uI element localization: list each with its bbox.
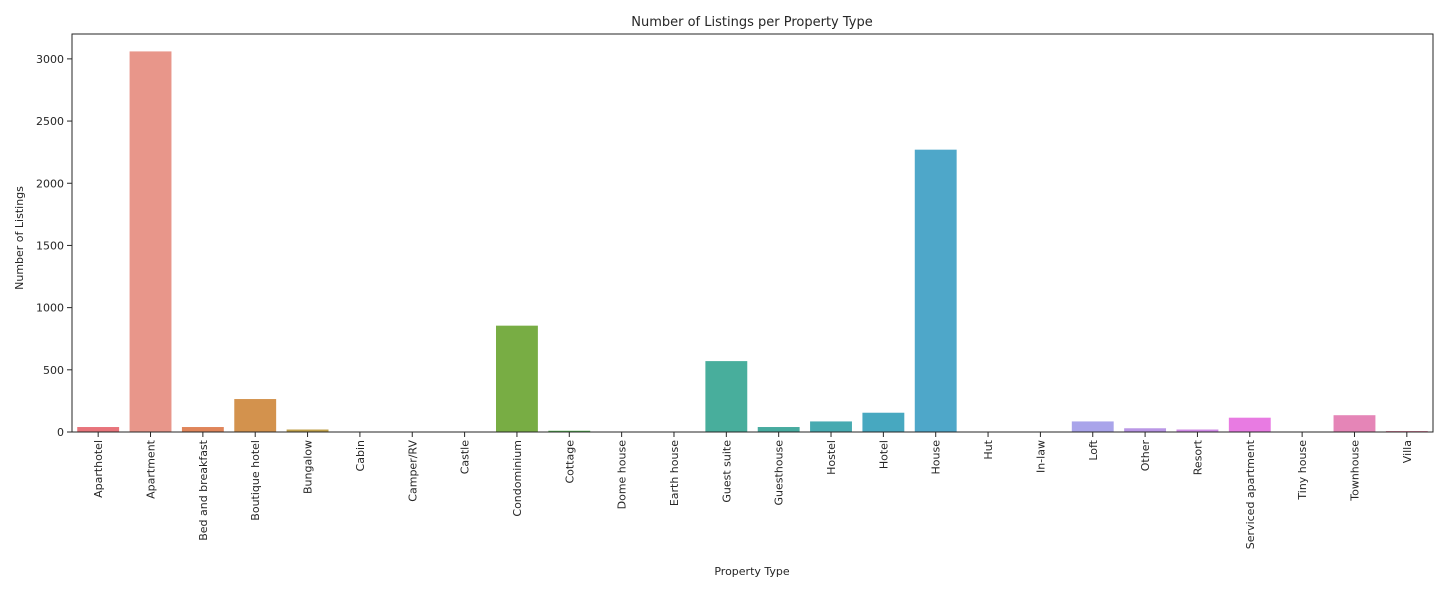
x-tick-label: Bungalow [302,440,315,494]
x-tick-label: Cabin [354,440,367,471]
x-tick-label: Aparthotel [92,440,105,498]
y-axis-title: Number of Listings [13,186,26,290]
x-tick-label: Other [1139,440,1152,472]
x-tick-label: Villa [1401,440,1414,463]
y-tick-label: 2500 [36,115,64,128]
x-tick-label: Condominium [511,440,524,517]
y-tick-label: 2000 [36,177,64,190]
bar-hotel [862,413,904,432]
y-tick-label: 1500 [36,239,64,252]
bars [77,51,1428,432]
x-tick-label: Cottage [563,440,576,484]
x-tick-label: Hostel [825,440,838,475]
bar-bed-and-breakfast [182,427,224,432]
y-tick-label: 0 [57,426,64,439]
x-tick-label: Dome house [616,440,629,510]
x-tick-label: Earth house [668,440,681,506]
y-axis: 0 500 1000 1500 2000 2500 3000 [36,53,72,439]
x-tick-label: Guest suite [720,440,733,503]
x-tick-label: House [930,440,943,475]
plot-frame [72,34,1433,432]
bar-apartment [130,51,172,432]
bar-serviced-apartment [1229,418,1271,432]
x-tick-label: Resort [1191,439,1204,475]
y-tick-label: 500 [43,364,64,377]
x-axis-title: Property Type [714,565,790,578]
x-tick-label: In-law [1034,440,1047,473]
x-tick-label: Apartment [145,439,158,499]
x-tick-label: Bed and breakfast [197,439,210,540]
x-tick-label: Castle [459,440,472,475]
bar-townhouse [1334,415,1376,432]
x-tick-label: Guesthouse [773,440,786,506]
bar-guesthouse [758,427,800,432]
x-tick-label: Boutique hotel [249,440,262,521]
bar-loft [1072,421,1114,432]
y-tick-label: 1000 [36,302,64,315]
chart-title: Number of Listings per Property Type [631,15,872,30]
bar-other [1124,428,1166,432]
bar-hostel [810,421,852,432]
bar-house [915,150,957,432]
x-tick-label: Hut [982,439,995,459]
bar-aparthotel [77,427,119,432]
x-tick-label: Loft [1087,439,1100,460]
bar-boutique-hotel [234,399,276,432]
x-tick-label: Townhouse [1348,440,1361,502]
x-tick-label: Tiny house [1296,440,1309,501]
x-axis: Aparthotel Apartment Bed and breakfast Bout… [92,432,1414,549]
x-tick-label: Serviced apartment [1244,439,1257,549]
y-tick-label: 3000 [36,53,64,66]
x-tick-label: Camper/RV [406,440,419,502]
x-tick-label: Hotel [877,440,890,469]
bar-guest-suite [705,361,747,432]
bar-condominium [496,326,538,432]
